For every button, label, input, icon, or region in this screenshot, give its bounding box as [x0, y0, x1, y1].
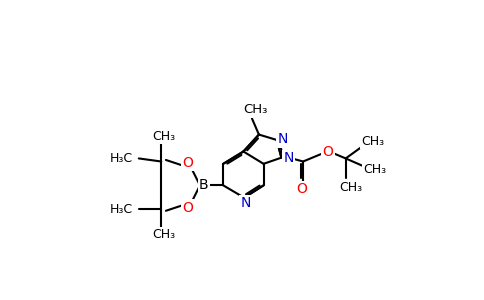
Text: H₃C: H₃C	[109, 203, 133, 216]
Text: B: B	[199, 178, 209, 192]
Text: N: N	[241, 196, 251, 210]
Text: N: N	[283, 152, 293, 165]
Text: CH₃: CH₃	[340, 181, 363, 194]
Text: O: O	[296, 182, 307, 196]
Text: O: O	[182, 156, 193, 170]
Text: CH₃: CH₃	[152, 228, 175, 241]
Text: N: N	[278, 132, 288, 146]
Text: CH₃: CH₃	[243, 103, 267, 116]
Text: O: O	[322, 145, 333, 158]
Text: CH₃: CH₃	[361, 135, 384, 148]
Text: CH₃: CH₃	[152, 130, 175, 142]
Text: O: O	[182, 201, 193, 215]
Text: CH₃: CH₃	[363, 164, 387, 176]
Text: H₃C: H₃C	[109, 152, 133, 165]
